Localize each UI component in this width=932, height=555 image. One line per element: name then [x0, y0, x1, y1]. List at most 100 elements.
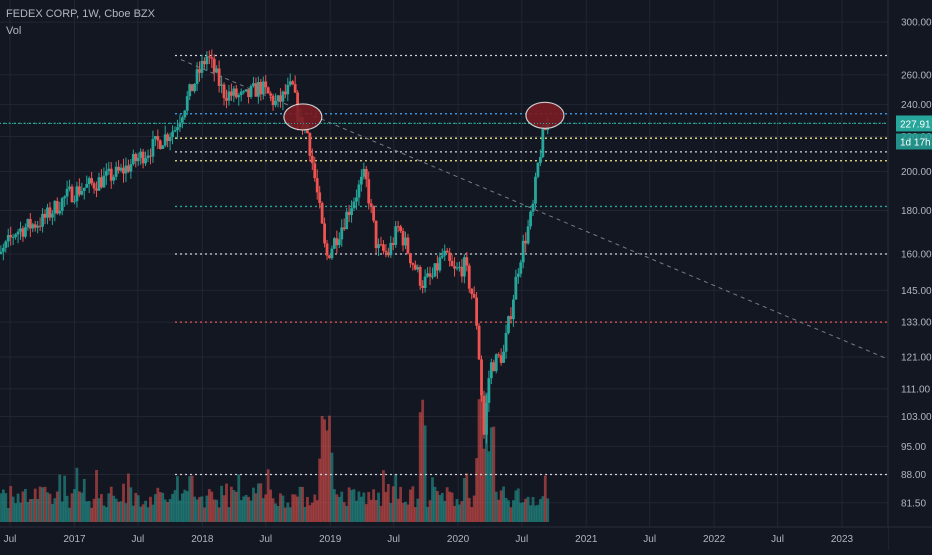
volume-bar [504, 497, 508, 522]
candle-body [352, 201, 356, 209]
volume-bar [85, 501, 89, 522]
candle-body [43, 213, 47, 218]
candle-body [127, 165, 130, 172]
candle-body [416, 266, 420, 270]
x-tick-label: Jul [643, 534, 656, 545]
volume-bar [536, 504, 540, 522]
candle-body [475, 297, 479, 326]
y-tick-label: 81.50 [901, 498, 926, 509]
candle-body [406, 237, 410, 254]
candle-body [367, 179, 371, 204]
volume-bar [1, 489, 5, 522]
symbol-title[interactable]: FEDEX CORP, 1W, Cboe BZX [6, 8, 155, 20]
candle-body [453, 266, 456, 269]
volume-bar [359, 496, 363, 522]
volume-bar [104, 507, 108, 522]
volume-bar [131, 505, 135, 522]
volume-bar [345, 505, 349, 522]
volume-bar [256, 483, 260, 522]
volume-bar [337, 496, 341, 522]
volume-bar [428, 500, 432, 522]
candle-body [460, 266, 464, 277]
volume-indicator-label[interactable]: Vol [6, 25, 22, 37]
y-tick-label: 95.00 [901, 442, 926, 453]
volume-bar [188, 476, 192, 522]
volume-bar [269, 489, 273, 522]
volume-bar [362, 492, 366, 522]
candle-body [269, 93, 273, 96]
candle-body [423, 276, 427, 288]
candle-body [9, 235, 13, 238]
candle-body [264, 81, 268, 88]
volume-bar [342, 502, 346, 522]
candle-body [485, 402, 488, 435]
candle-body [53, 201, 57, 214]
volume-bar [470, 507, 474, 522]
candle-body [109, 168, 113, 181]
volume-bar [482, 448, 486, 522]
volume-bar [467, 497, 471, 522]
volume-bar [190, 475, 194, 522]
volume-bar [92, 498, 96, 522]
volume-bar [369, 499, 373, 522]
candle-body [193, 83, 197, 92]
volume-bar [141, 504, 145, 522]
volume-bar [450, 492, 454, 522]
volume-bar [298, 486, 302, 522]
volume-bar [210, 491, 214, 522]
candle-body [340, 227, 344, 240]
candle-body [19, 228, 22, 232]
volume-bar [401, 502, 405, 522]
time-axis [0, 527, 888, 550]
volume-bar [266, 469, 270, 522]
volume-bar [55, 491, 59, 522]
volume-bar [315, 500, 319, 522]
candle-body [237, 95, 241, 98]
candle-body [271, 95, 275, 106]
candle-body [119, 167, 123, 171]
candle-body [465, 257, 469, 266]
volume-bar [90, 507, 94, 522]
volume-bar [222, 495, 226, 522]
x-tick-label: 2023 [831, 534, 854, 545]
candle-body [487, 378, 491, 403]
candle-body [0, 251, 3, 255]
candle-body [188, 84, 192, 97]
candle-body [364, 168, 368, 180]
candle-body [536, 162, 540, 177]
candle-body [347, 211, 351, 216]
volume-bar [465, 473, 469, 522]
candle-body [82, 187, 86, 191]
volume-bar [212, 499, 216, 522]
volume-bar [198, 497, 201, 522]
x-tick-label: 2022 [703, 534, 726, 545]
candle-body [291, 81, 295, 85]
volume-bar [252, 487, 255, 522]
candle-body [394, 226, 398, 245]
candle-body [117, 166, 120, 171]
candle-body [151, 138, 155, 157]
volume-bar [217, 507, 221, 522]
y-tick-label: 121.00 [901, 353, 932, 364]
candle-body [529, 211, 532, 227]
candle-body [136, 157, 140, 162]
volume-bar [247, 496, 250, 522]
volume-bar [426, 506, 429, 522]
candle-body [541, 128, 545, 158]
volume-bar [291, 494, 295, 522]
candle-body [516, 273, 520, 277]
volume-bar [443, 500, 447, 522]
volume-bar [195, 499, 199, 522]
volume-bar [220, 485, 223, 522]
volume-bar [330, 452, 334, 522]
candle-body [531, 203, 535, 212]
candle-body [176, 127, 179, 131]
volume-bar [26, 501, 30, 522]
volume-bar [502, 486, 505, 522]
candle-body [543, 128, 547, 131]
volume-bar [276, 505, 280, 522]
volume-bar [357, 491, 361, 522]
volume-bar [173, 490, 177, 522]
